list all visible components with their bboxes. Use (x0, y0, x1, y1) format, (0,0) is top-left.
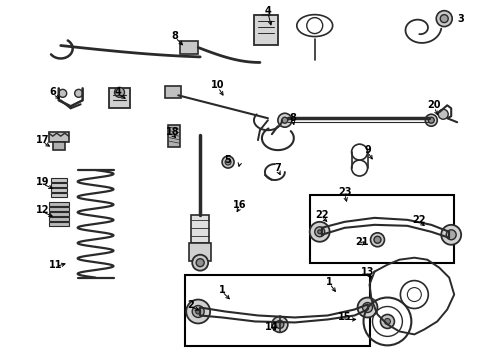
Bar (310, 195, 454, 263)
Circle shape (318, 230, 322, 234)
Text: 8: 8 (290, 113, 296, 123)
Circle shape (436, 11, 452, 27)
Bar (53, 142, 65, 150)
Text: 16: 16 (233, 200, 247, 210)
Circle shape (74, 89, 83, 97)
Text: 14: 14 (265, 323, 279, 332)
Circle shape (380, 315, 394, 328)
Circle shape (428, 117, 434, 123)
Circle shape (315, 227, 325, 237)
Bar (49, 207, 69, 211)
Circle shape (196, 259, 204, 267)
Text: 7: 7 (274, 163, 281, 173)
Circle shape (441, 225, 461, 245)
Circle shape (374, 236, 381, 243)
Text: 6: 6 (49, 87, 56, 97)
Text: 9: 9 (364, 145, 371, 155)
Bar (51, 188, 67, 192)
Text: 5: 5 (225, 155, 231, 165)
Text: 1: 1 (326, 276, 333, 287)
Text: 21: 21 (355, 237, 368, 247)
Circle shape (59, 89, 67, 97)
Circle shape (186, 300, 210, 323)
Bar (49, 132, 69, 142)
Text: 19: 19 (36, 177, 49, 187)
Text: 2: 2 (187, 300, 194, 310)
Circle shape (222, 156, 234, 168)
Circle shape (446, 230, 456, 240)
Text: 23: 23 (338, 187, 351, 197)
Circle shape (115, 87, 124, 97)
Text: 4: 4 (265, 6, 271, 15)
Circle shape (358, 298, 377, 318)
Text: 10: 10 (211, 80, 225, 90)
Text: 8: 8 (172, 31, 179, 41)
Bar (51, 183, 67, 187)
Circle shape (192, 306, 204, 318)
Circle shape (425, 114, 437, 126)
Circle shape (282, 117, 288, 123)
Text: 12: 12 (36, 205, 49, 215)
Circle shape (363, 302, 372, 312)
Circle shape (278, 113, 292, 127)
Circle shape (276, 320, 284, 328)
Circle shape (192, 255, 208, 271)
Bar (49, 202, 69, 206)
Text: 11: 11 (49, 260, 63, 270)
Circle shape (310, 222, 330, 242)
Bar (49, 212, 69, 216)
Bar (191, 215, 209, 243)
Text: 15: 15 (338, 312, 351, 323)
Text: 13: 13 (361, 267, 374, 276)
Circle shape (272, 316, 288, 332)
Circle shape (385, 319, 391, 324)
Text: 3: 3 (458, 14, 465, 24)
Circle shape (196, 309, 201, 314)
Bar (254, 15, 278, 45)
Bar (189, 243, 211, 261)
Text: 18: 18 (166, 127, 179, 137)
Bar (185, 275, 369, 346)
Circle shape (370, 233, 385, 247)
Bar (165, 86, 181, 98)
Bar (51, 193, 67, 197)
Text: 22: 22 (413, 215, 426, 225)
Circle shape (438, 109, 448, 119)
Text: 17: 17 (36, 135, 49, 145)
Text: 20: 20 (427, 100, 441, 110)
Text: 4: 4 (115, 87, 122, 97)
Bar (51, 178, 67, 182)
Bar (108, 88, 130, 108)
Bar (168, 125, 180, 147)
Text: 22: 22 (315, 210, 328, 220)
Text: 1: 1 (219, 284, 225, 294)
Bar (49, 222, 69, 226)
Bar (49, 217, 69, 221)
Circle shape (440, 15, 448, 23)
Bar (180, 41, 198, 54)
Circle shape (225, 159, 231, 165)
